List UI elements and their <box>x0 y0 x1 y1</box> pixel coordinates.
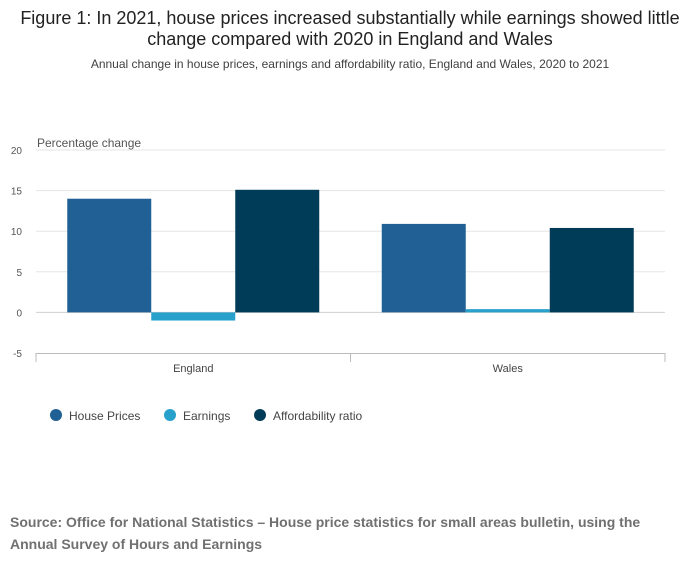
legend-swatch <box>50 409 62 421</box>
source-note: Source: Office for National Statistics –… <box>10 514 641 552</box>
bar-wales-earnings <box>465 309 550 313</box>
chart-title: Figure 1: In 2021, house prices increase… <box>20 8 680 49</box>
y-tick-label: 5 <box>16 268 22 279</box>
x-tick-label: England <box>173 363 213 375</box>
y-tick-label: 10 <box>11 227 23 238</box>
y-tick-label: -5 <box>13 349 22 360</box>
bar-wales-affordability-ratio <box>549 227 634 313</box>
legend-swatch <box>254 409 266 421</box>
x-tick-label: Wales <box>493 363 524 375</box>
bar-england-affordability-ratio <box>235 189 320 313</box>
y-tick-label: 15 <box>11 187 23 198</box>
bar-england-earnings <box>151 312 236 321</box>
legend-swatch <box>164 409 176 421</box>
y-axis-label: Percentage change <box>37 136 141 150</box>
legend-label: Earnings <box>183 409 230 423</box>
bar-england-house-prices <box>67 198 152 313</box>
bar-chart: 20 15 10 5 0 -5 Percentage change England Wales H… <box>11 136 666 423</box>
chart-subtitle: Annual change in house prices, earnings … <box>90 57 610 71</box>
legend-label: House Prices <box>69 409 140 423</box>
bar-wales-house-prices <box>381 223 466 313</box>
legend-label: Affordability ratio <box>273 409 362 423</box>
y-tick-label: 0 <box>16 308 22 319</box>
y-tick-label: 20 <box>11 146 23 157</box>
